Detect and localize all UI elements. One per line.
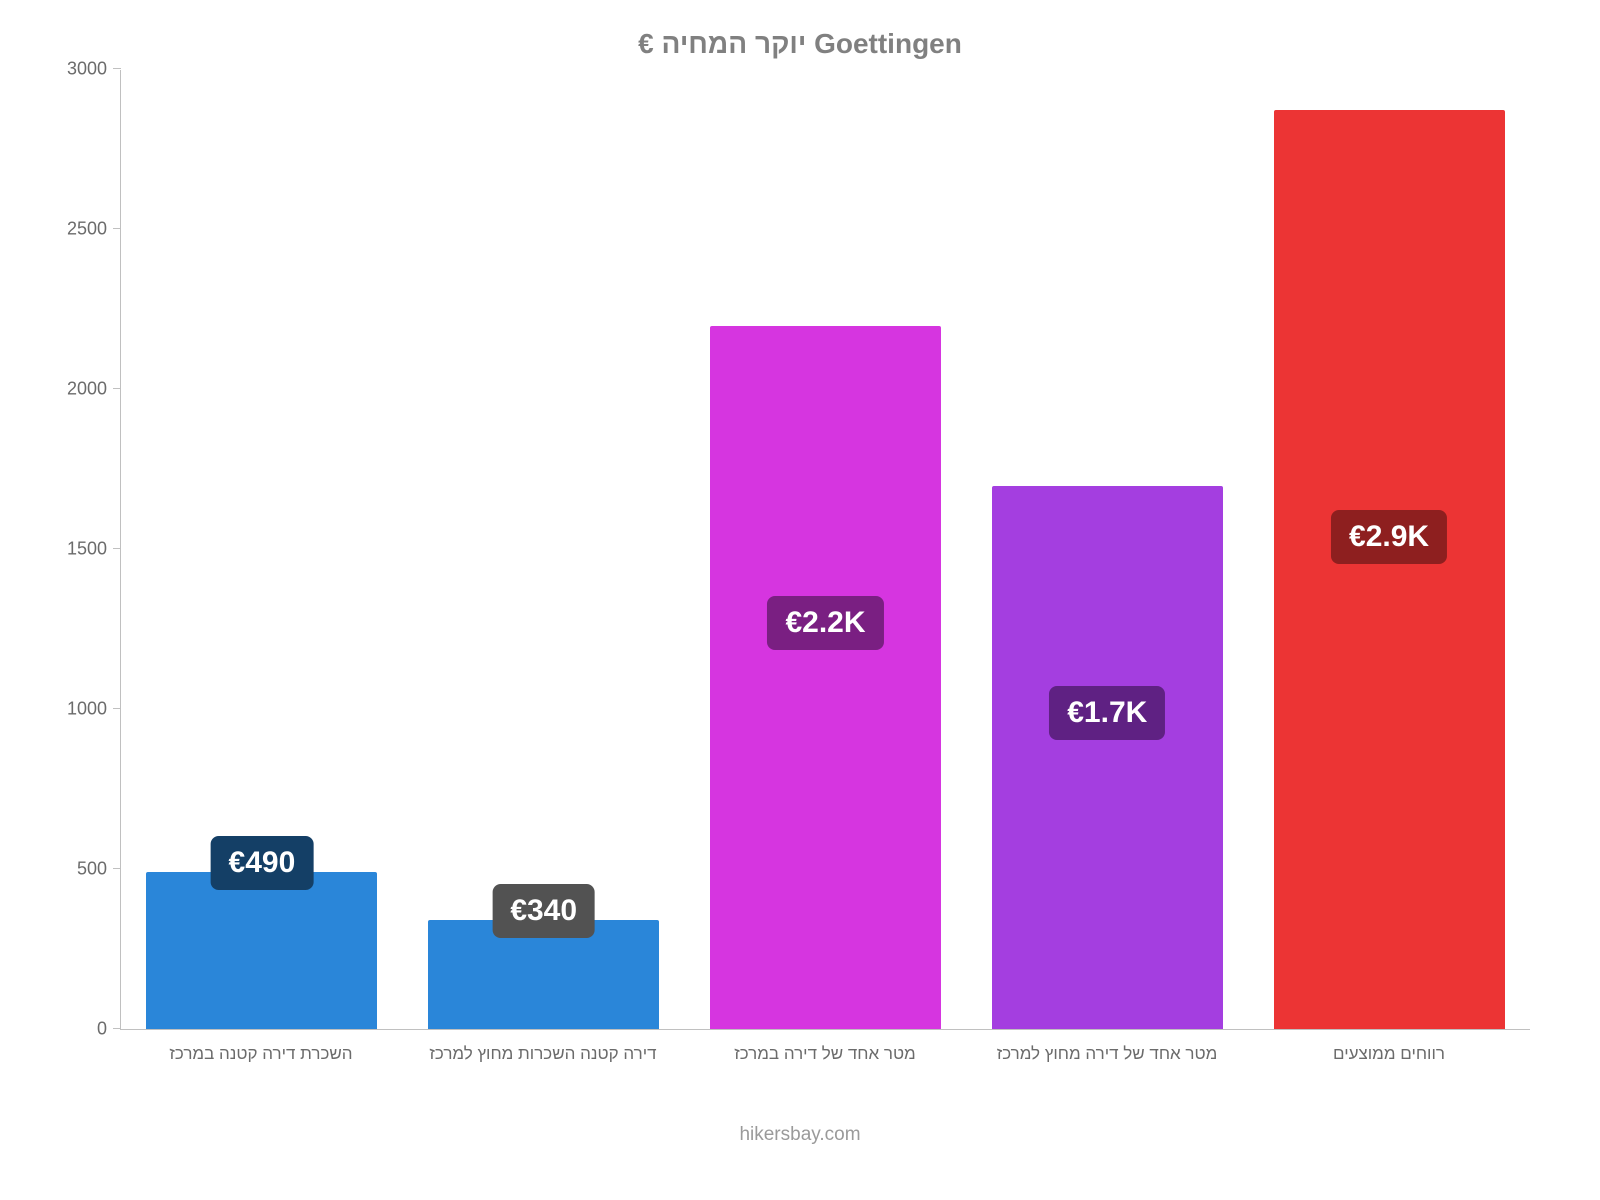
bars-row: €490 €340 €2.2K €1.7K €2.9K [121,70,1530,1029]
bar: €340 [428,920,659,1029]
bar-slot: €340 [403,70,685,1029]
chart-container: € יוקר המחיה Goettingen €490 €340 €2.2K €1.… [0,0,1600,1200]
bar-value-badge: €490 [211,836,314,890]
x-axis-label: השכרת דירה קטנה במרכז [120,1044,402,1064]
bar-slot: €2.9K [1248,70,1530,1029]
y-tick-label: 500 [77,859,121,880]
footer-credit: hikersbay.com [40,1124,1560,1146]
x-axis-label: רווחים ממוצעים [1248,1044,1530,1064]
y-tick-label: 3000 [67,59,121,80]
x-axis-label: מטר אחד של דירה במרכז [684,1044,966,1064]
bar-slot: €2.2K [685,70,967,1029]
bar: €2.9K [1274,110,1505,1029]
y-tick-label: 0 [97,1019,121,1040]
bar-slot: €490 [121,70,403,1029]
x-axis-label: מטר אחד של דירה מחוץ למרכז [966,1044,1248,1064]
plot-area: €490€340€2.2K€1.7K€2.9K 0500100015002000… [120,70,1530,1030]
bar-value-badge: €2.2K [767,596,883,650]
chart-title: € יוקר המחיה Goettingen [40,28,1560,60]
bar: €490 [146,872,377,1029]
x-axis-labels: השכרת דירה קטנה במרכזדירה קטנה השכרות מח… [120,1044,1530,1064]
bar-slot: €1.7K [966,70,1248,1029]
x-axis-label: דירה קטנה השכרות מחוץ למרכז [402,1044,684,1064]
bar: €2.2K [710,326,941,1029]
y-tick-label: 1000 [67,699,121,720]
y-tick-label: 1500 [67,539,121,560]
y-tick-label: 2000 [67,379,121,400]
bar: €1.7K [992,486,1223,1029]
bar-value-badge: €340 [492,884,595,938]
bar-value-badge: €2.9K [1331,510,1447,564]
y-tick-label: 2500 [67,219,121,240]
bar-value-badge: €1.7K [1049,686,1165,740]
